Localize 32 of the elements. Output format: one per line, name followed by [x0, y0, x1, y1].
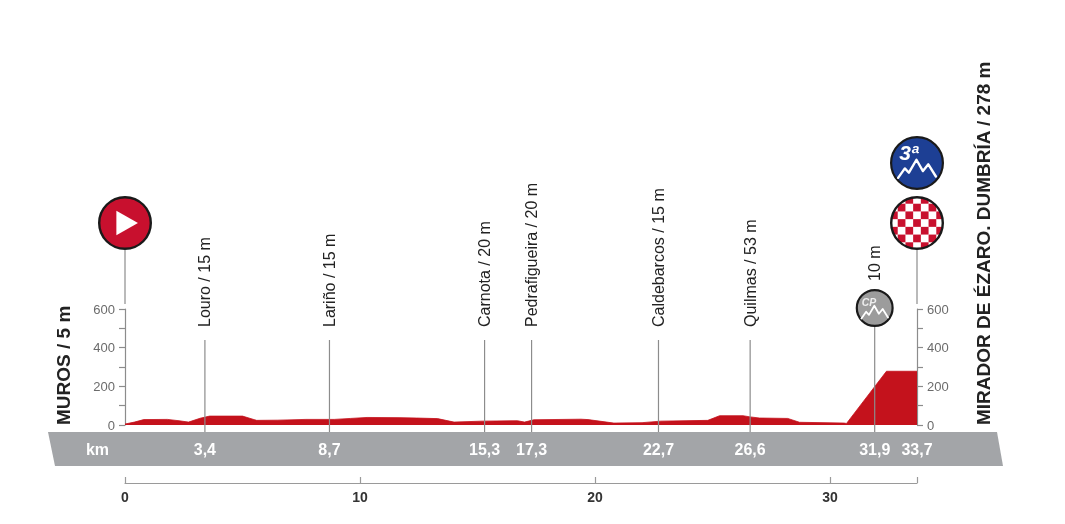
y2-tick-label: 0 — [927, 417, 935, 433]
x-tick-label: 10 — [352, 489, 369, 505]
x-tick-label: 20 — [587, 489, 604, 505]
y2-tick-label: 200 — [927, 378, 949, 394]
x2-axis-title: km — [85, 440, 109, 458]
x2-tick-label: 22,7 — [642, 440, 675, 458]
x-tick-label: 0 — [121, 489, 130, 505]
x-tick-label: 30 — [822, 489, 839, 505]
x2-tick-label: 26,6 — [734, 440, 766, 458]
y-tick-label: 0 — [107, 417, 115, 433]
ref-line-label: Pedrafigueira / 20 m — [523, 182, 541, 327]
y-tick-label: 200 — [93, 378, 115, 394]
x2-tick-label: 17,3 — [516, 440, 548, 458]
x2-tick-label: 15,3 — [469, 440, 501, 458]
y2-tick-label: 400 — [927, 340, 949, 356]
x2-tick-label: 8,7 — [318, 440, 341, 458]
x2-tick-label: 31,9 — [859, 440, 891, 458]
mountain-icon: 3ª — [890, 136, 944, 190]
y2-tick-label: 600 — [927, 301, 949, 317]
ref-line-label: Lariño / 15 m — [320, 233, 338, 327]
y2-axis-title: MIRADOR DE ÉZARO. DUMBRÍA / 278 m — [972, 61, 994, 425]
ref-line-label: Louro / 15 m — [196, 237, 214, 327]
x2-tick-label: 3,4 — [193, 440, 217, 458]
ref-line-label: Quilmas / 53 m — [741, 219, 759, 327]
ref-line-label: 10 m — [866, 245, 884, 281]
y-tick-label: 400 — [93, 340, 115, 356]
y-tick-label: 600 — [93, 301, 115, 317]
ref-line-label: Carnota / 20 m — [476, 221, 494, 327]
y-axis-title: MUROS / 5 m — [52, 305, 74, 425]
ref-line-label: Caldebarcos / 15 m — [649, 188, 667, 327]
x2-tick-label: 33,7 — [901, 440, 933, 458]
mountain-icon: CP — [855, 289, 894, 327]
